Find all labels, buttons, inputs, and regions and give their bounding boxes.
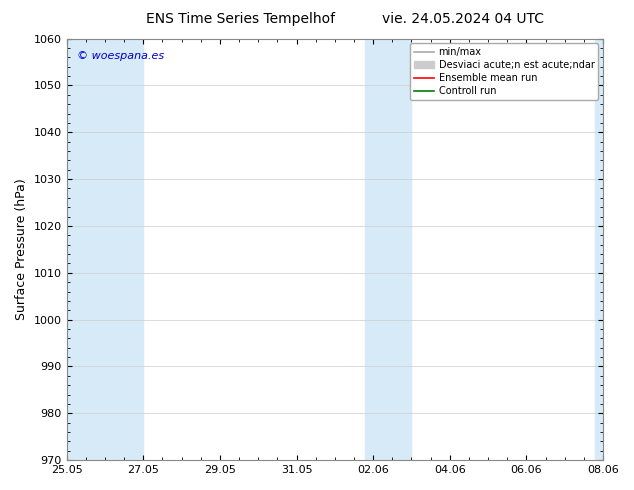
Y-axis label: Surface Pressure (hPa): Surface Pressure (hPa): [15, 178, 28, 320]
Bar: [595, 39, 603, 460]
Legend: min/max, Desviaci acute;n est acute;ndar, Ensemble mean run, Controll run: min/max, Desviaci acute;n est acute;ndar…: [410, 44, 598, 100]
Text: © woespana.es: © woespana.es: [77, 51, 164, 61]
Bar: [365, 39, 411, 460]
Text: vie. 24.05.2024 04 UTC: vie. 24.05.2024 04 UTC: [382, 12, 544, 26]
Text: ENS Time Series Tempelhof: ENS Time Series Tempelhof: [146, 12, 335, 26]
Bar: [67, 39, 143, 460]
